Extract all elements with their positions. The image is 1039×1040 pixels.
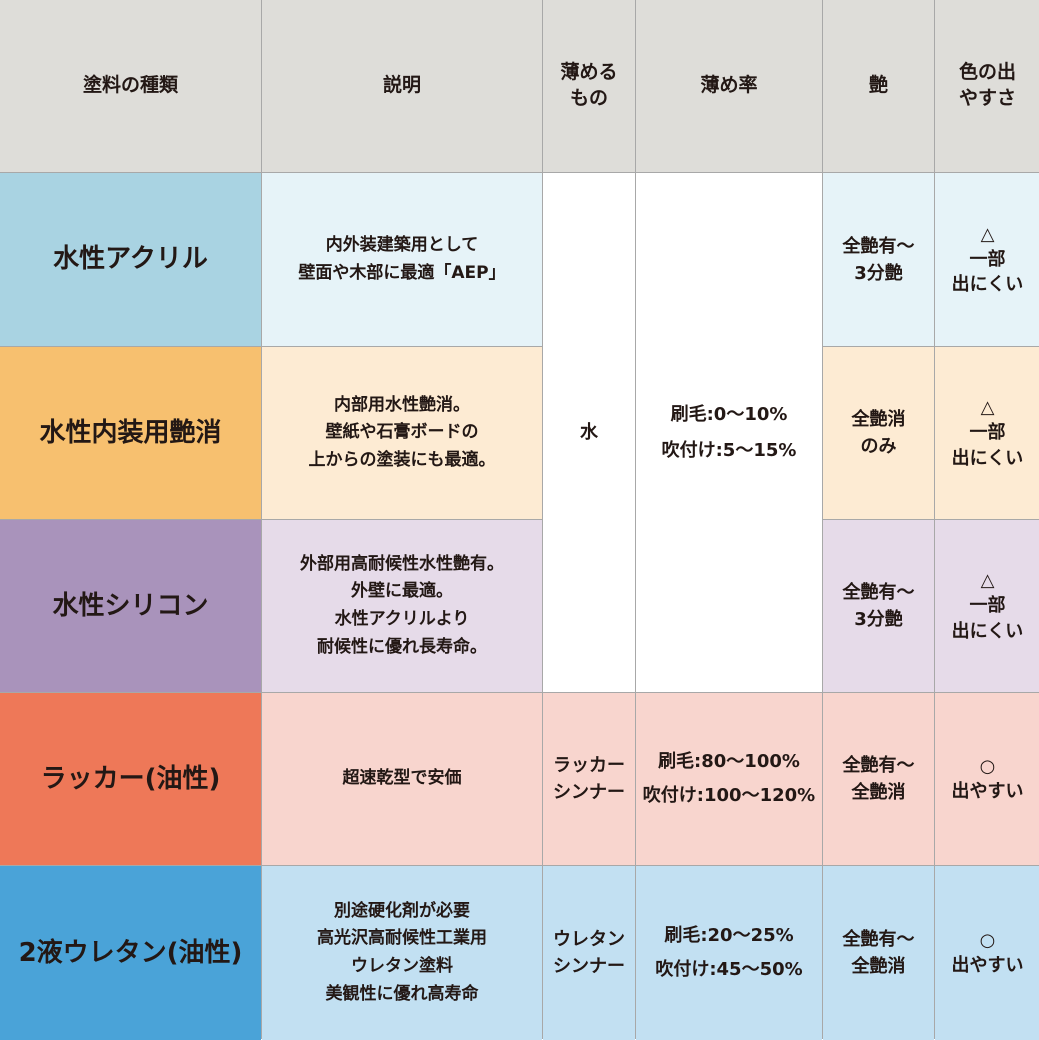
shared-ratio-water: 刷毛:0〜10% 吹付け:5〜15% [636,173,822,692]
gloss-cell: 全艶有〜 全艶消 [823,693,934,865]
paint-description: 別途硬化剤が必要 高光沢高耐候性工業用 ウレタン塗料 美観性に優れ高寿命 [262,866,542,1040]
gloss-cell: 全艶有〜 3分艶 [823,520,934,692]
paint-description: 超速乾型で安価 [262,693,542,865]
paint-description: 内外装建築用として 壁面や木部に最適「AEP」 [262,173,542,346]
header-description: 説明 [262,0,542,172]
shared-thinner-water: 水 [543,173,635,692]
paint-description: 外部用高耐候性水性艶有。 外壁に最適。 水性アクリルより 耐候性に優れ長寿命。 [262,520,542,692]
header-paint-type: 塗料の種類 [0,0,261,172]
thinner-cell: ラッカー シンナー [543,693,635,865]
gloss-cell: 全艶有〜 3分艶 [823,173,934,346]
color-ease-cell: △ 一部 出にくい [935,347,1039,519]
paint-type-name: 水性内装用艶消 [0,347,261,519]
thinning-ratio-cell: 刷毛:20〜25% 吹付け:45〜50% [636,866,822,1040]
thinning-ratio-cell: 刷毛:80〜100% 吹付け:100〜120% [636,693,822,865]
paint-type-name: 水性アクリル [0,173,261,346]
thinner-cell: ウレタン シンナー [543,866,635,1040]
paint-type-name: 2液ウレタン(油性) [0,866,261,1040]
color-ease-cell: ○ 出やすい [935,866,1039,1040]
color-ease-cell: △ 一部 出にくい [935,520,1039,692]
paint-type-name: ラッカー(油性) [0,693,261,865]
color-ease-cell: △ 一部 出にくい [935,173,1039,346]
header-thinning-ratio: 薄め率 [636,0,822,172]
header-gloss: 艶 [823,0,934,172]
paint-description: 内部用水性艶消。 壁紙や石膏ボードの 上からの塗装にも最適。 [262,347,542,519]
header-color-ease: 色の出 やすさ [935,0,1039,172]
header-thinner: 薄める もの [543,0,635,172]
gloss-cell: 全艶消 のみ [823,347,934,519]
color-ease-cell: ○ 出やすい [935,693,1039,865]
paint-type-name: 水性シリコン [0,520,261,692]
gloss-cell: 全艶有〜 全艶消 [823,866,934,1040]
